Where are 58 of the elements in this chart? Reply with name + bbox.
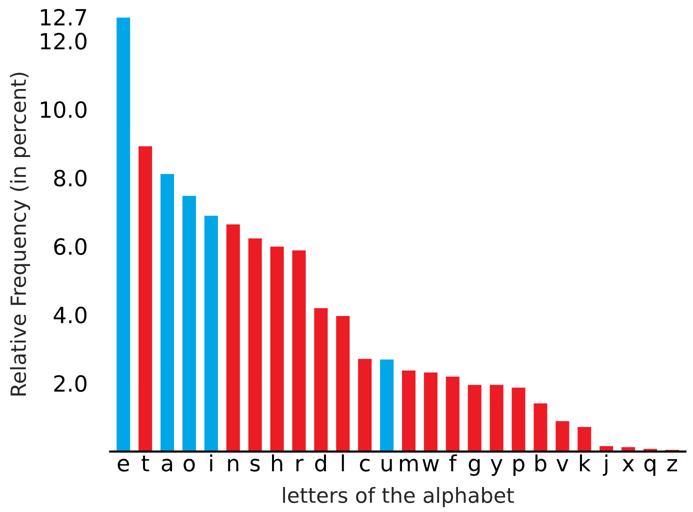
y-axis-title: Relative Frequency (in percent) bbox=[10, 72, 30, 396]
x-tick-label: n bbox=[228, 458, 238, 472]
x-tick-label: h bbox=[272, 454, 282, 472]
x-tick-label: f bbox=[449, 454, 457, 472]
y-tick-label: 4.0 bbox=[54, 306, 86, 324]
y-tick-label: 6.0 bbox=[54, 238, 86, 255]
bar bbox=[115, 16, 132, 452]
x-tick-label: c bbox=[360, 458, 370, 472]
x-tick-label: i bbox=[210, 454, 212, 472]
bar bbox=[312, 306, 330, 452]
bar bbox=[488, 383, 505, 452]
x-tick-label: t bbox=[142, 456, 150, 472]
bar bbox=[137, 144, 154, 452]
bar bbox=[290, 248, 308, 452]
bar bbox=[422, 371, 439, 452]
x-tick-label: q bbox=[644, 458, 656, 476]
y-tick-label: 2.0 bbox=[54, 375, 86, 392]
x-tick-label: m bbox=[400, 458, 418, 472]
y-tick-label: 12.0 bbox=[40, 32, 86, 50]
y-tick-label: 10.0 bbox=[40, 101, 86, 118]
x-tick-label: g bbox=[468, 458, 480, 476]
bar bbox=[576, 426, 593, 452]
bar bbox=[159, 172, 176, 452]
bar bbox=[378, 358, 395, 452]
x-tick-label: l bbox=[342, 454, 344, 472]
y-tick-label: 12.7 bbox=[40, 8, 86, 26]
x-tick-label: b bbox=[535, 454, 546, 472]
x-tick-label: o bbox=[184, 458, 195, 472]
x-tick-label: k bbox=[580, 454, 591, 472]
x-tick-label: w bbox=[422, 459, 439, 472]
x-tick-label: u bbox=[382, 458, 392, 472]
x-tick-label: e bbox=[118, 458, 130, 472]
bar bbox=[510, 386, 527, 452]
x-tick-label: d bbox=[315, 454, 326, 472]
bar bbox=[444, 375, 461, 452]
x-tick-label: v bbox=[556, 459, 568, 472]
bar bbox=[400, 369, 417, 452]
x-tick-label: x bbox=[622, 459, 634, 472]
x-axis-title: letters of the alphabet bbox=[283, 486, 514, 508]
bar bbox=[554, 420, 571, 452]
bar bbox=[356, 357, 374, 452]
y-tick-label: 8.0 bbox=[54, 170, 86, 187]
bar bbox=[181, 194, 198, 452]
x-tick-label: y bbox=[490, 459, 502, 476]
bar bbox=[224, 222, 242, 452]
bar bbox=[246, 236, 264, 452]
bar bbox=[532, 402, 549, 452]
x-tick-label: a bbox=[162, 458, 172, 472]
bar bbox=[334, 314, 352, 452]
bar bbox=[466, 383, 483, 452]
x-tick-label: j bbox=[602, 454, 608, 476]
x-tick-label: p bbox=[513, 458, 524, 476]
bar bbox=[268, 245, 286, 452]
bar bbox=[203, 214, 220, 452]
x-tick-label: s bbox=[250, 458, 260, 472]
x-tick-label: r bbox=[296, 458, 304, 472]
x-tick-label: z bbox=[667, 459, 678, 472]
bar bbox=[598, 444, 615, 452]
